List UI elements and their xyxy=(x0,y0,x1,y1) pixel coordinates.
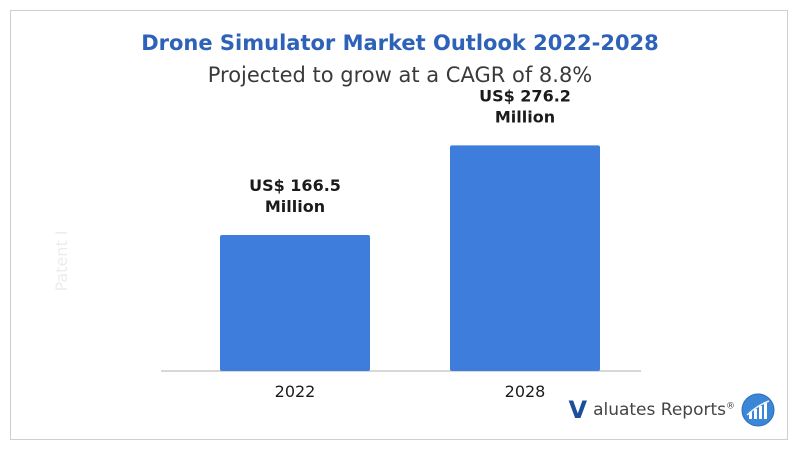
data-label-line: Million xyxy=(495,107,555,126)
bar-2028 xyxy=(450,145,600,371)
data-label-line: US$ 166.5 xyxy=(249,176,341,195)
chart-frame: Drone Simulator Market Outlook 2022-2028… xyxy=(10,10,788,440)
logo-registered-mark: ® xyxy=(726,400,735,411)
x-tick-label-2028: 2028 xyxy=(505,382,546,401)
bar-2022 xyxy=(220,235,370,371)
chart-subtitle: Projected to grow at a CAGR of 8.8% xyxy=(207,63,593,87)
logo-text-label: aluates Reports xyxy=(593,399,726,420)
logo-v-letter: V xyxy=(568,396,588,424)
data-label-2028: US$ 276.2 Million xyxy=(479,86,571,126)
valuates-logo: V aluates Reports® xyxy=(568,393,775,427)
chart-title: Drone Simulator Market Outlook 2022-2028 xyxy=(141,31,659,55)
chart-globe-icon xyxy=(741,393,775,427)
data-label-line: US$ 276.2 xyxy=(479,86,571,105)
data-label-2022: US$ 166.5 Million xyxy=(249,176,341,216)
data-label-line: Million xyxy=(265,197,325,216)
bar-chart: US$ 166.5 Million 2022 US$ 276.2 Million 2028 xyxy=(161,86,641,401)
x-tick-label-2022: 2022 xyxy=(275,382,316,401)
logo-text: aluates Reports® xyxy=(593,399,735,420)
